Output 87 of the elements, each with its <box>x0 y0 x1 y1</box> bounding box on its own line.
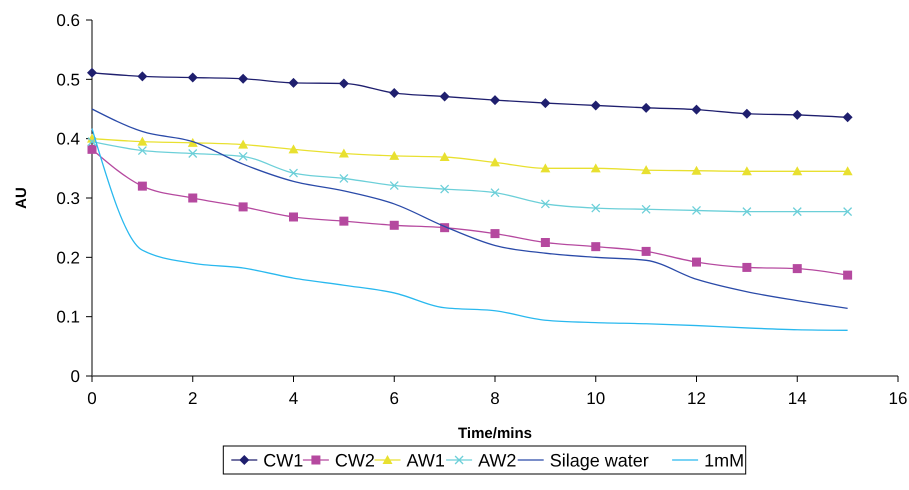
line-series <box>91 128 848 331</box>
y-axis-title: AU <box>13 187 30 209</box>
point <box>641 102 652 113</box>
point <box>842 166 853 176</box>
point <box>792 264 802 274</box>
point <box>389 150 400 160</box>
point <box>440 184 450 194</box>
point <box>88 144 96 154</box>
point <box>440 92 450 102</box>
point <box>642 246 651 256</box>
point <box>490 157 500 166</box>
x-tick-label: 10 <box>586 389 606 408</box>
point <box>188 72 198 83</box>
point <box>288 78 298 88</box>
legend-label: 1mM <box>704 450 744 470</box>
point <box>742 262 752 272</box>
x-axis-title: Time/mins <box>458 425 532 442</box>
point <box>692 206 702 216</box>
y-tick-label: 0 <box>70 366 80 386</box>
legend-label: AW2 <box>478 450 516 470</box>
point <box>138 182 147 191</box>
point <box>339 216 348 226</box>
x-tick-label: 6 <box>390 389 399 408</box>
y-tick-label: 0.6 <box>56 10 80 30</box>
point <box>238 152 248 162</box>
point <box>87 136 97 146</box>
point <box>692 258 701 267</box>
point <box>540 199 550 209</box>
point <box>389 88 400 98</box>
point <box>591 203 600 213</box>
point <box>137 136 148 146</box>
point <box>87 68 97 78</box>
point <box>742 166 752 176</box>
legend-label: CW2 <box>334 450 375 470</box>
point <box>742 108 752 119</box>
legend-label: Silage water <box>550 450 649 470</box>
point <box>339 174 349 184</box>
point <box>238 202 248 212</box>
x-tick-label: 8 <box>490 389 500 408</box>
x-tick-label: 4 <box>288 389 298 408</box>
point <box>188 148 198 158</box>
point <box>238 140 248 149</box>
point <box>540 238 550 247</box>
point <box>540 163 550 172</box>
point <box>137 71 148 82</box>
point <box>792 166 802 176</box>
legend-label: AW1 <box>406 450 445 470</box>
y-tick-label: 0.2 <box>56 248 80 268</box>
x-tick-label: 16 <box>888 389 908 408</box>
point <box>792 206 802 216</box>
point <box>692 166 702 175</box>
y-tick-label: 0.3 <box>56 188 80 208</box>
point <box>288 144 298 154</box>
point <box>842 206 852 216</box>
point <box>490 188 500 198</box>
line-series <box>91 108 848 310</box>
point <box>742 206 752 216</box>
point <box>390 180 399 190</box>
x-tick-label: 2 <box>188 389 198 408</box>
point <box>338 78 349 88</box>
x-tick-label: 12 <box>687 389 706 408</box>
x-tick-label: 0 <box>87 389 97 408</box>
point <box>490 95 500 106</box>
point <box>641 165 652 174</box>
y-tick-label: 0.5 <box>56 70 80 90</box>
x-tick-label: 14 <box>788 389 807 408</box>
point <box>641 204 651 214</box>
point <box>692 104 702 115</box>
legend-label: CW1 <box>263 450 304 470</box>
point <box>338 148 349 158</box>
point <box>390 220 399 230</box>
point <box>842 112 853 122</box>
point <box>188 194 198 202</box>
point <box>792 110 802 120</box>
point <box>289 212 298 222</box>
point <box>590 163 601 172</box>
point <box>590 100 601 110</box>
point <box>288 168 298 178</box>
point <box>490 229 500 238</box>
point <box>591 242 600 252</box>
y-tick-label: 0.1 <box>56 308 80 327</box>
point <box>138 146 148 156</box>
y-tick-label: 0.4 <box>56 130 80 149</box>
point <box>540 98 550 108</box>
point <box>238 74 248 84</box>
point <box>440 152 450 162</box>
point <box>843 270 852 280</box>
